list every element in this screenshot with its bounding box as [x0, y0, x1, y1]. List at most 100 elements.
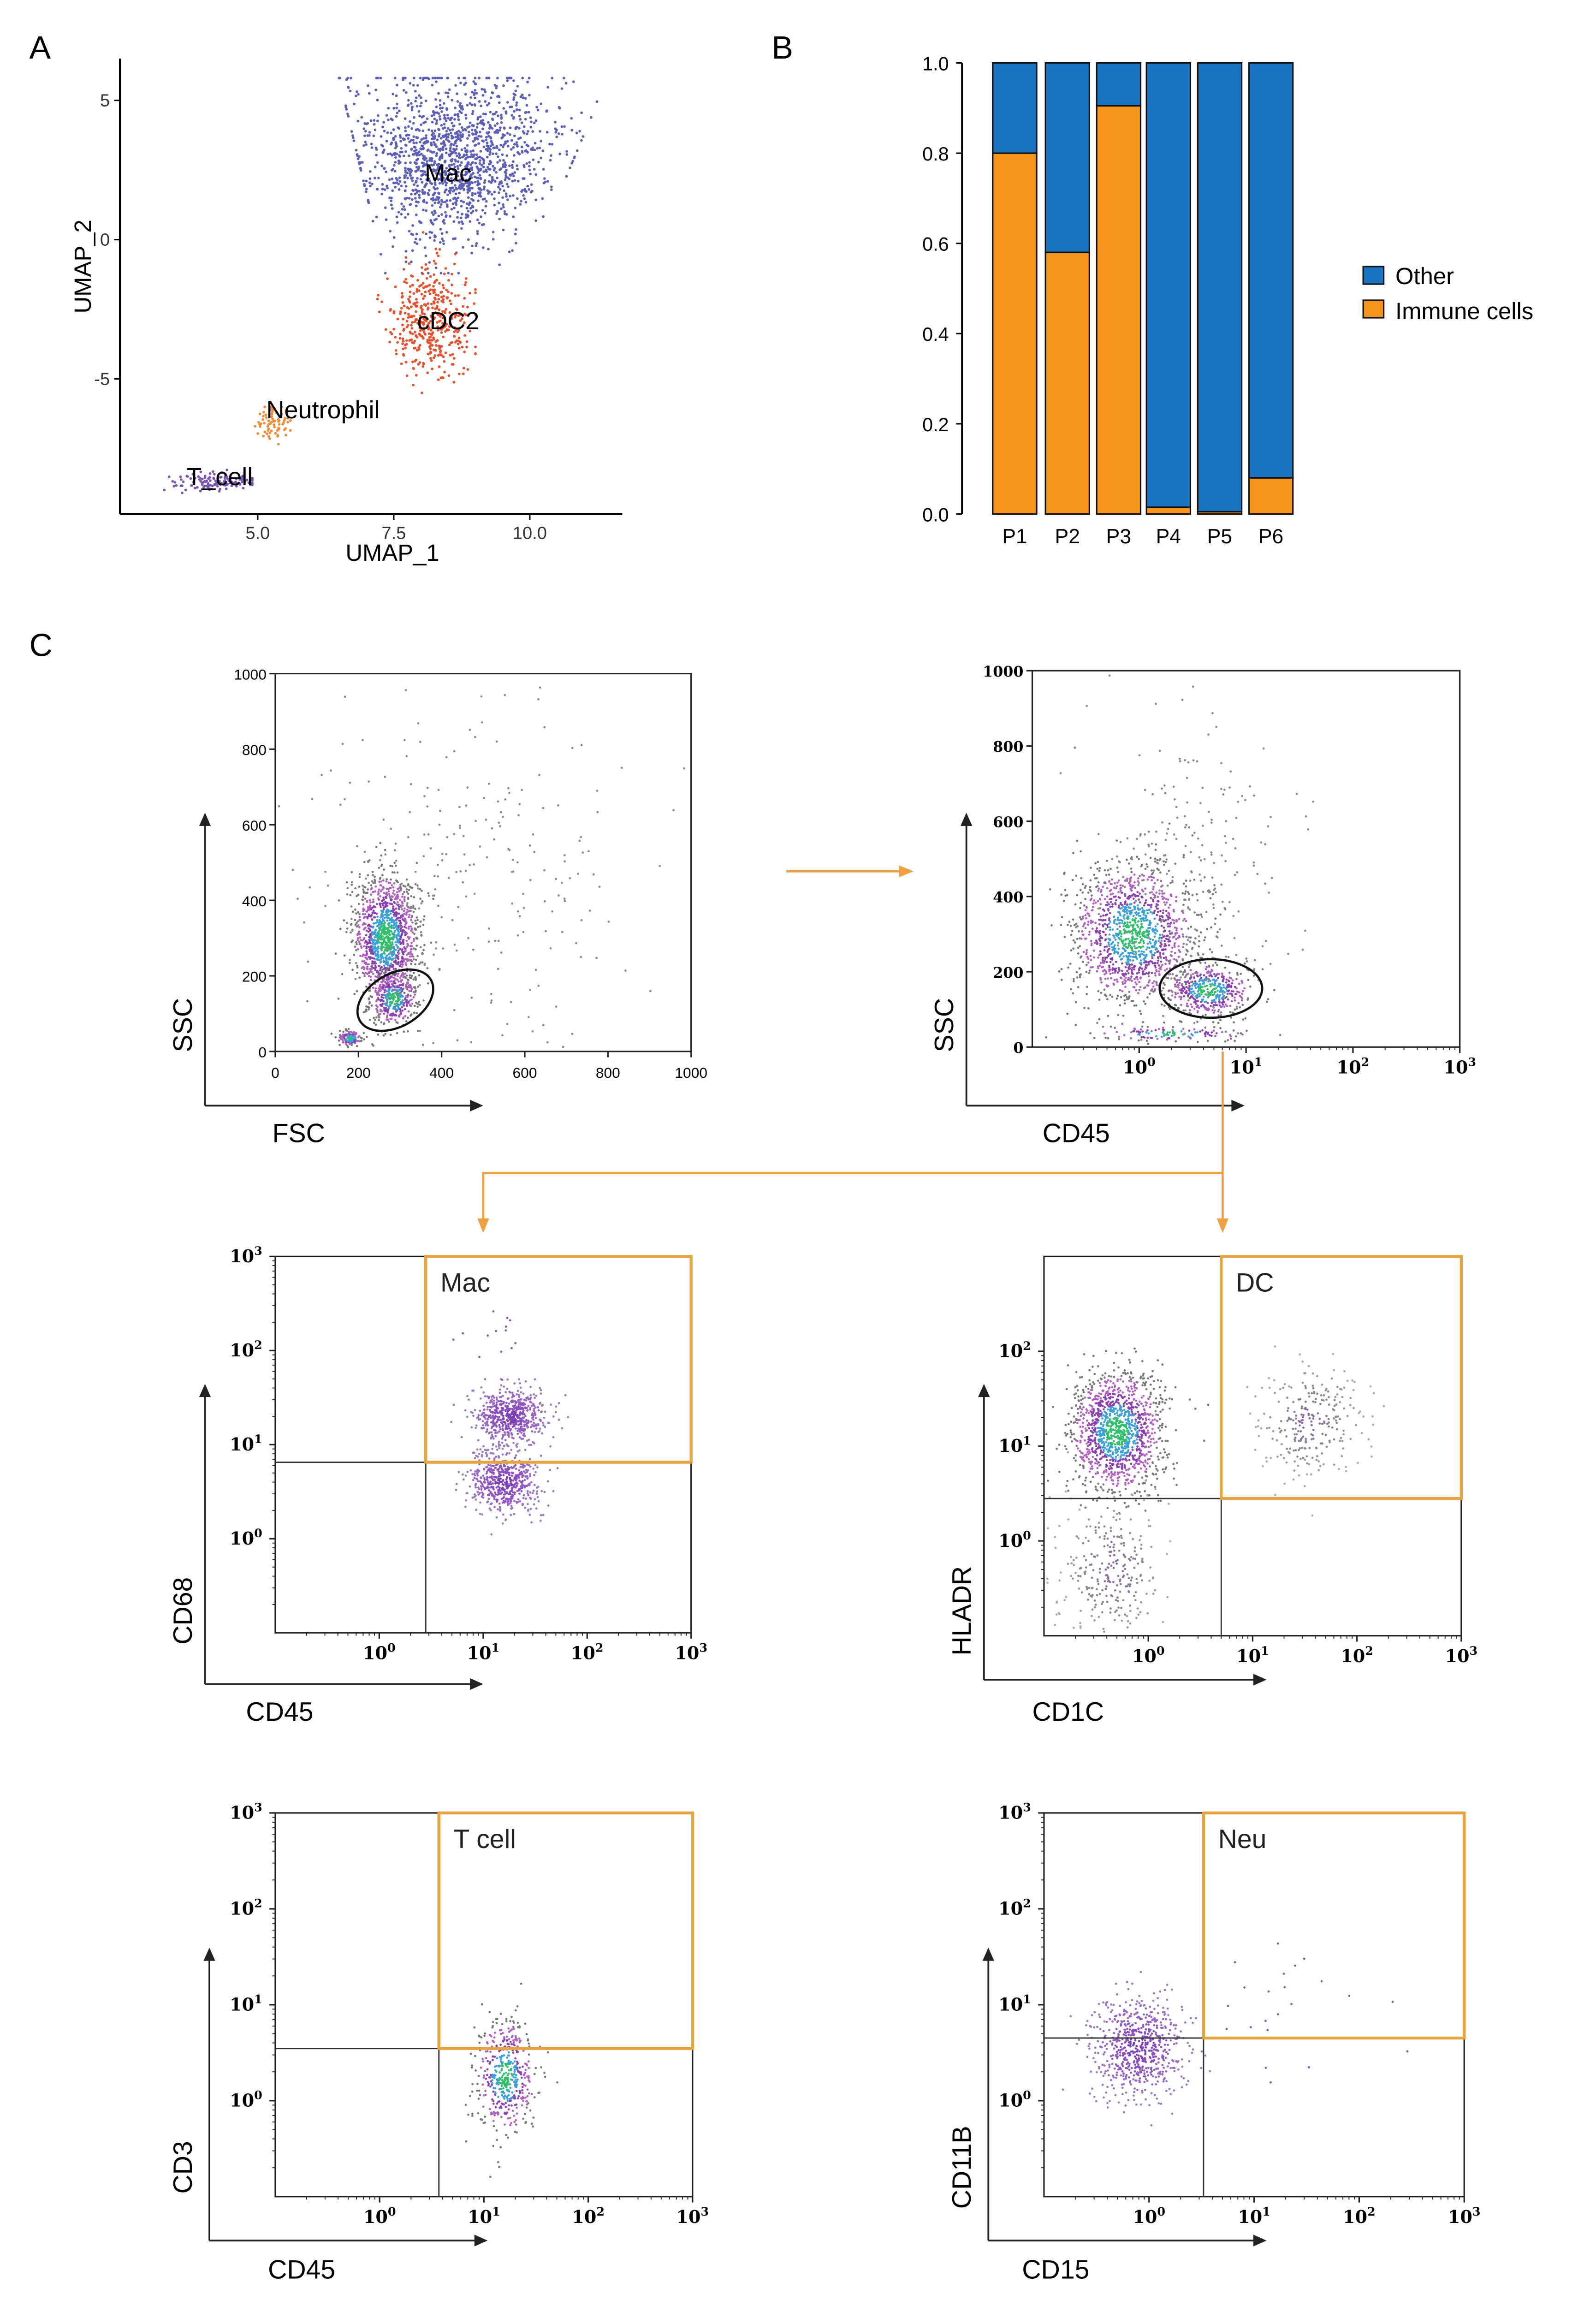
data-point [407, 993, 409, 996]
data-point [435, 154, 438, 157]
data-point [424, 263, 427, 266]
data-point [456, 92, 458, 95]
data-point [273, 426, 276, 428]
data-point [435, 80, 438, 83]
data-point [522, 892, 524, 895]
data-point [391, 871, 394, 874]
data-point [1133, 965, 1136, 968]
data-point [421, 129, 425, 132]
data-point [467, 131, 470, 134]
data-point [376, 99, 379, 101]
data-point [1110, 942, 1113, 945]
data-point [365, 1005, 368, 1008]
data-point [423, 246, 427, 249]
data-point [513, 110, 516, 113]
data-point [355, 1032, 357, 1034]
data-point [412, 139, 415, 142]
data-point [439, 137, 443, 140]
data-point [571, 747, 574, 749]
data-point [415, 204, 418, 208]
data-point [414, 919, 417, 922]
data-point [406, 936, 409, 938]
data-point [427, 189, 431, 192]
data-point [370, 143, 373, 145]
data-point [440, 142, 443, 145]
data-point [403, 909, 405, 912]
data-point [353, 993, 356, 995]
data-point [445, 138, 448, 141]
data-point [407, 154, 410, 157]
data-point [453, 943, 456, 946]
data-point [372, 926, 374, 929]
data-point [452, 380, 456, 384]
data-point [442, 947, 445, 950]
data-point [404, 216, 407, 219]
data-point [409, 999, 411, 1002]
data-point [395, 973, 398, 975]
data-point [486, 155, 489, 159]
data-point [1209, 897, 1212, 900]
data-point [497, 95, 500, 98]
data-point [365, 188, 368, 190]
data-point [490, 193, 493, 196]
data-point [462, 372, 465, 375]
data-point [435, 105, 438, 108]
data-point [529, 172, 532, 176]
data-point [393, 153, 396, 156]
data-point [487, 77, 491, 80]
data-point [464, 82, 467, 84]
data-point [1133, 968, 1135, 971]
data-point [447, 272, 450, 275]
data-point [415, 978, 417, 981]
legend-label-immune: Immune cells [1395, 298, 1533, 324]
data-point [478, 77, 481, 80]
data-point [1151, 957, 1154, 959]
data-point [1146, 946, 1149, 949]
plot-frame [274, 673, 692, 1052]
data-point [407, 1016, 409, 1019]
data-point [423, 944, 426, 946]
data-point [421, 189, 424, 192]
data-point [384, 328, 387, 331]
data-point [342, 1030, 344, 1033]
data-point [487, 167, 490, 171]
data-point [571, 160, 575, 163]
data-point [383, 167, 386, 170]
data-point [433, 239, 436, 242]
data-point [522, 177, 525, 180]
data-point [380, 253, 382, 256]
data-point [1104, 973, 1106, 975]
data-point [172, 485, 176, 488]
data-point [444, 144, 447, 147]
data-point [306, 1000, 309, 1003]
data-point [534, 198, 537, 202]
data-point [383, 991, 386, 993]
data-point [522, 165, 526, 168]
data-point [409, 120, 411, 123]
data-point [411, 284, 414, 287]
data-point [516, 934, 519, 937]
data-point [418, 129, 421, 132]
data-point [440, 291, 443, 293]
data-point [495, 152, 498, 155]
data-point [350, 905, 353, 908]
data-point [512, 146, 515, 149]
data-point [370, 1004, 373, 1007]
bar-immune [1145, 506, 1192, 515]
data-point [419, 178, 422, 181]
data-point [415, 374, 418, 377]
data-point [439, 99, 442, 102]
data-point [356, 972, 358, 974]
data-point [392, 889, 395, 892]
y-tick-label: 0 [258, 1044, 267, 1061]
data-point [436, 77, 439, 80]
data-point [453, 196, 457, 200]
data-point [403, 900, 406, 903]
data-point [387, 1018, 389, 1021]
data-point [374, 936, 376, 939]
data-point [356, 943, 358, 945]
data-point [432, 135, 435, 138]
data-point [1168, 930, 1171, 933]
data-point [368, 1008, 370, 1011]
data-point [338, 1044, 341, 1046]
